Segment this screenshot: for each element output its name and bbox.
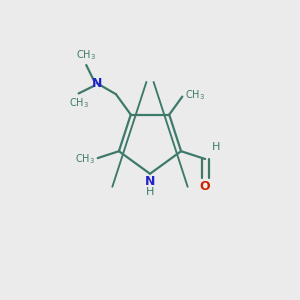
Text: CH$_3$: CH$_3$: [75, 153, 95, 166]
Text: O: O: [200, 180, 210, 193]
Text: N: N: [92, 76, 102, 89]
Text: N: N: [145, 175, 155, 188]
Text: CH$_3$: CH$_3$: [76, 48, 96, 62]
Text: CH$_3$: CH$_3$: [185, 88, 205, 102]
Text: H: H: [212, 142, 220, 152]
Text: CH$_3$: CH$_3$: [69, 96, 88, 110]
Text: H: H: [146, 187, 154, 197]
